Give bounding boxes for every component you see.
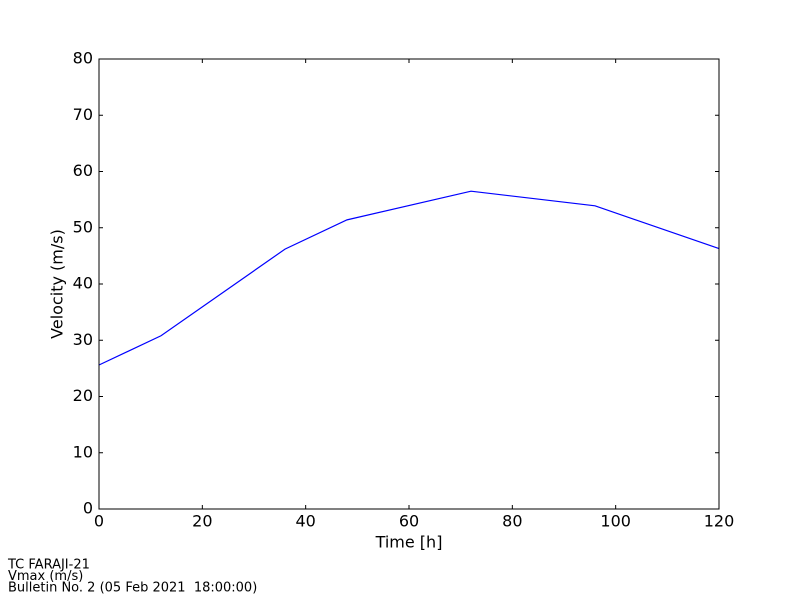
y-tick-label: 0 [83,499,93,518]
x-tick-label: 20 [192,512,212,531]
y-tick-label: 40 [73,274,93,293]
x-tick-label: 60 [399,512,419,531]
y-tick-label: 60 [73,161,93,180]
x-tick-label: 0 [94,512,104,531]
x-tick-label: 100 [600,512,631,531]
y-tick-label: 80 [73,49,93,68]
y-tick-label: 70 [73,105,93,124]
footer-note: TC FARAJI-21 [7,558,90,573]
y-tick-label: 30 [73,330,93,349]
x-axis-label: Time [h] [375,533,443,552]
footer-note: Bulletin No. 2 (05 Feb 2021 18:00:00) [8,581,257,596]
footer-note: Vmax (m/s) [8,569,83,584]
y-tick-label: 20 [73,386,93,405]
y-axis-label: Velocity (m/s) [48,229,67,339]
y-tick-label: 50 [73,217,93,236]
data-line [98,190,720,366]
y-tick-label: 10 [73,442,93,461]
x-tick-label: 40 [295,512,315,531]
x-tick-label: 120 [704,512,735,531]
x-tick-label: 80 [502,512,522,531]
